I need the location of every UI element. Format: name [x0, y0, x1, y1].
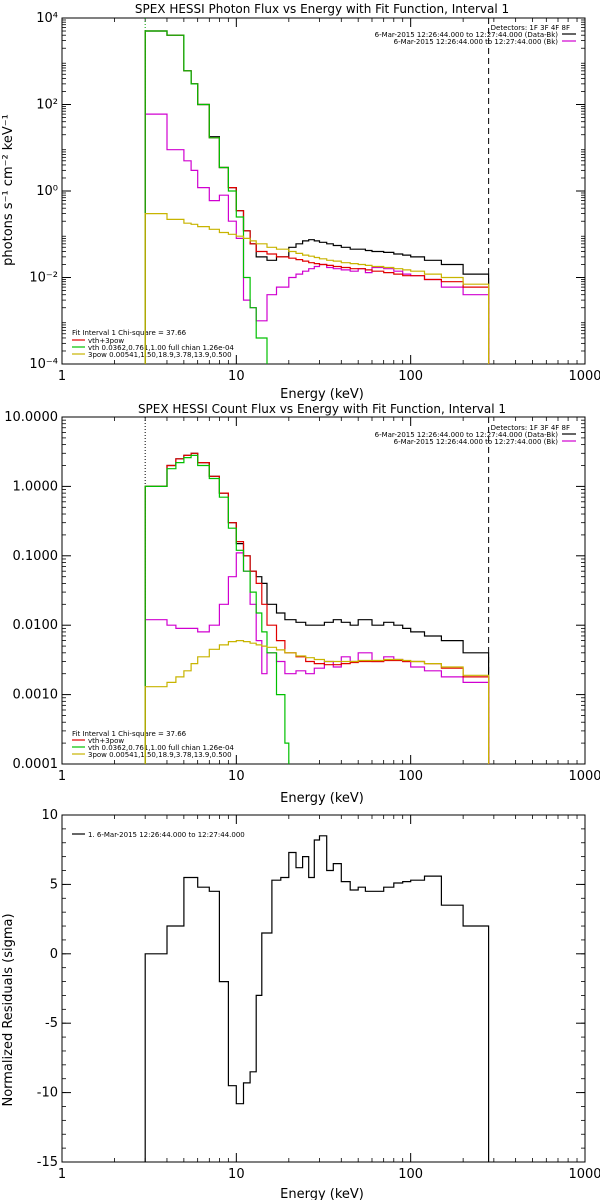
x-tick-label: 100: [398, 769, 423, 784]
photon-legend-detectors: Detectors: 1F 3F 4F 8F: [491, 24, 570, 32]
photon-flux-xlabel: Energy (keV): [280, 387, 364, 402]
y-tick-label: 10: [41, 808, 58, 823]
photon-flux-panel: SPEX HESSI Photon Flux vs Energy with Fi…: [1, 2, 600, 402]
y-tick-label: 10⁻⁴: [29, 357, 58, 372]
y-tick-label: 0.1000: [13, 549, 59, 564]
x-tick-label: 1000: [568, 369, 600, 384]
y-tick-label: -10: [37, 1086, 58, 1101]
count-fit-vth3pow: vth+3pow: [88, 737, 124, 745]
x-tick-label: 10: [228, 369, 245, 384]
series-line-1: [144, 552, 490, 764]
residuals-xlabel: Energy (keV): [280, 1187, 364, 1200]
y-tick-label: 1.0000: [13, 479, 59, 494]
y-tick-label: 10⁴: [36, 11, 58, 26]
y-tick-label: 5: [50, 877, 58, 892]
plot-frame: [61, 416, 586, 765]
x-tick-label: 1000: [568, 1167, 600, 1182]
count-flux-title: SPEX HESSI Count Flux vs Energy with Fit…: [138, 402, 506, 416]
y-tick-label: -5: [45, 1016, 58, 1031]
count-legend-detectors: Detectors: 1F 3F 4F 8F: [491, 424, 570, 432]
series-line-2: [144, 30, 490, 364]
y-tick-label: 0.0100: [13, 618, 59, 633]
x-tick-label: 1000: [568, 769, 600, 784]
count-legend-entry-data: 6-Mar-2015 12:26:44.000 to 12:27:44.000 …: [375, 431, 559, 439]
y-tick-label: 10⁻²: [29, 271, 58, 286]
series-line-2: [144, 452, 490, 764]
count-fit-vth: vth 0.0362,0.761,1.00 full chian 1.26e-0…: [88, 744, 234, 752]
y-tick-label: 10.0000: [4, 410, 58, 425]
count-flux-panel: SPEX HESSI Count Flux vs Energy with Fit…: [4, 402, 600, 806]
series-line-3: [144, 30, 268, 364]
x-tick-label: 100: [398, 1167, 423, 1182]
photon-fit-3pow: 3pow 0.00541,1.50,18.9,3.78,13.9,0.500: [88, 351, 232, 359]
x-tick-label: 1: [58, 369, 66, 384]
photon-legend-entry-data: 6-Mar-2015 12:26:44.000 to 12:27:44.000 …: [375, 31, 559, 39]
series-line-0: [144, 30, 490, 364]
photon-fit-header: Fit Interval 1 Chi-square = 37.66: [72, 329, 187, 337]
series-line-4: [144, 640, 490, 764]
y-tick-label: -15: [37, 1155, 58, 1170]
y-tick-label: 0.0010: [13, 688, 59, 703]
series-line-0: [144, 835, 490, 1162]
residuals-legend-entry: 1. 6-Mar-2015 12:26:44.000 to 12:27:44.0…: [88, 831, 245, 839]
series-line-3: [144, 454, 290, 764]
residuals-ylabel: Normalized Residuals (sigma): [1, 913, 16, 1106]
plot-frame: [61, 814, 586, 1163]
photon-flux-title: SPEX HESSI Photon Flux vs Energy with Fi…: [135, 2, 509, 16]
series-line-4: [144, 213, 490, 364]
photon-fit-vth: vth 0.0362,0.761,1.00 full chian 1.26e-0…: [88, 344, 234, 352]
count-legend-entry-bk: 6-Mar-2015 12:26:44.000 to 12:27:44.000 …: [394, 438, 559, 446]
plot-frame: [61, 17, 586, 365]
y-tick-label: 10²: [36, 98, 58, 113]
x-tick-label: 10: [228, 769, 245, 784]
residuals-panel: Normalized Residuals (sigma) Energy (keV…: [1, 808, 600, 1200]
photon-fit-vth3pow: vth+3pow: [88, 337, 124, 345]
y-tick-label: 10⁰: [36, 184, 58, 199]
x-tick-label: 100: [398, 369, 423, 384]
y-tick-label: 0.0001: [13, 757, 59, 772]
x-tick-label: 1: [58, 769, 66, 784]
count-flux-xlabel: Energy (keV): [280, 791, 364, 806]
x-tick-label: 10: [228, 1167, 245, 1182]
count-fit-3pow: 3pow 0.00541,1.50,18.9,3.78,13.9,0.500: [88, 751, 232, 759]
series-line-1: [144, 113, 490, 364]
x-tick-label: 1: [58, 1167, 66, 1182]
y-tick-label: 0: [50, 947, 58, 962]
series-line-0: [144, 452, 490, 764]
photon-legend-entry-bk: 6-Mar-2015 12:26:44.000 to 12:27:44.000 …: [394, 38, 559, 46]
count-fit-header: Fit Interval 1 Chi-square = 37.66: [72, 730, 187, 738]
photon-flux-ylabel: photons s⁻¹ cm⁻² keV⁻¹: [1, 114, 16, 266]
